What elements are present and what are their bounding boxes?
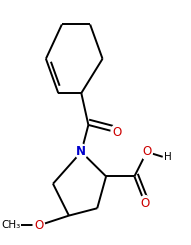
Text: O: O	[34, 219, 44, 232]
Text: O: O	[142, 145, 151, 159]
Circle shape	[33, 218, 45, 233]
Circle shape	[139, 196, 151, 211]
Circle shape	[111, 124, 122, 140]
Text: O: O	[112, 126, 121, 139]
Text: CH₃: CH₃	[1, 220, 20, 230]
Circle shape	[141, 144, 152, 160]
Text: N: N	[76, 145, 86, 159]
Text: H: H	[163, 152, 171, 162]
Text: O: O	[140, 197, 150, 210]
Circle shape	[76, 144, 87, 160]
